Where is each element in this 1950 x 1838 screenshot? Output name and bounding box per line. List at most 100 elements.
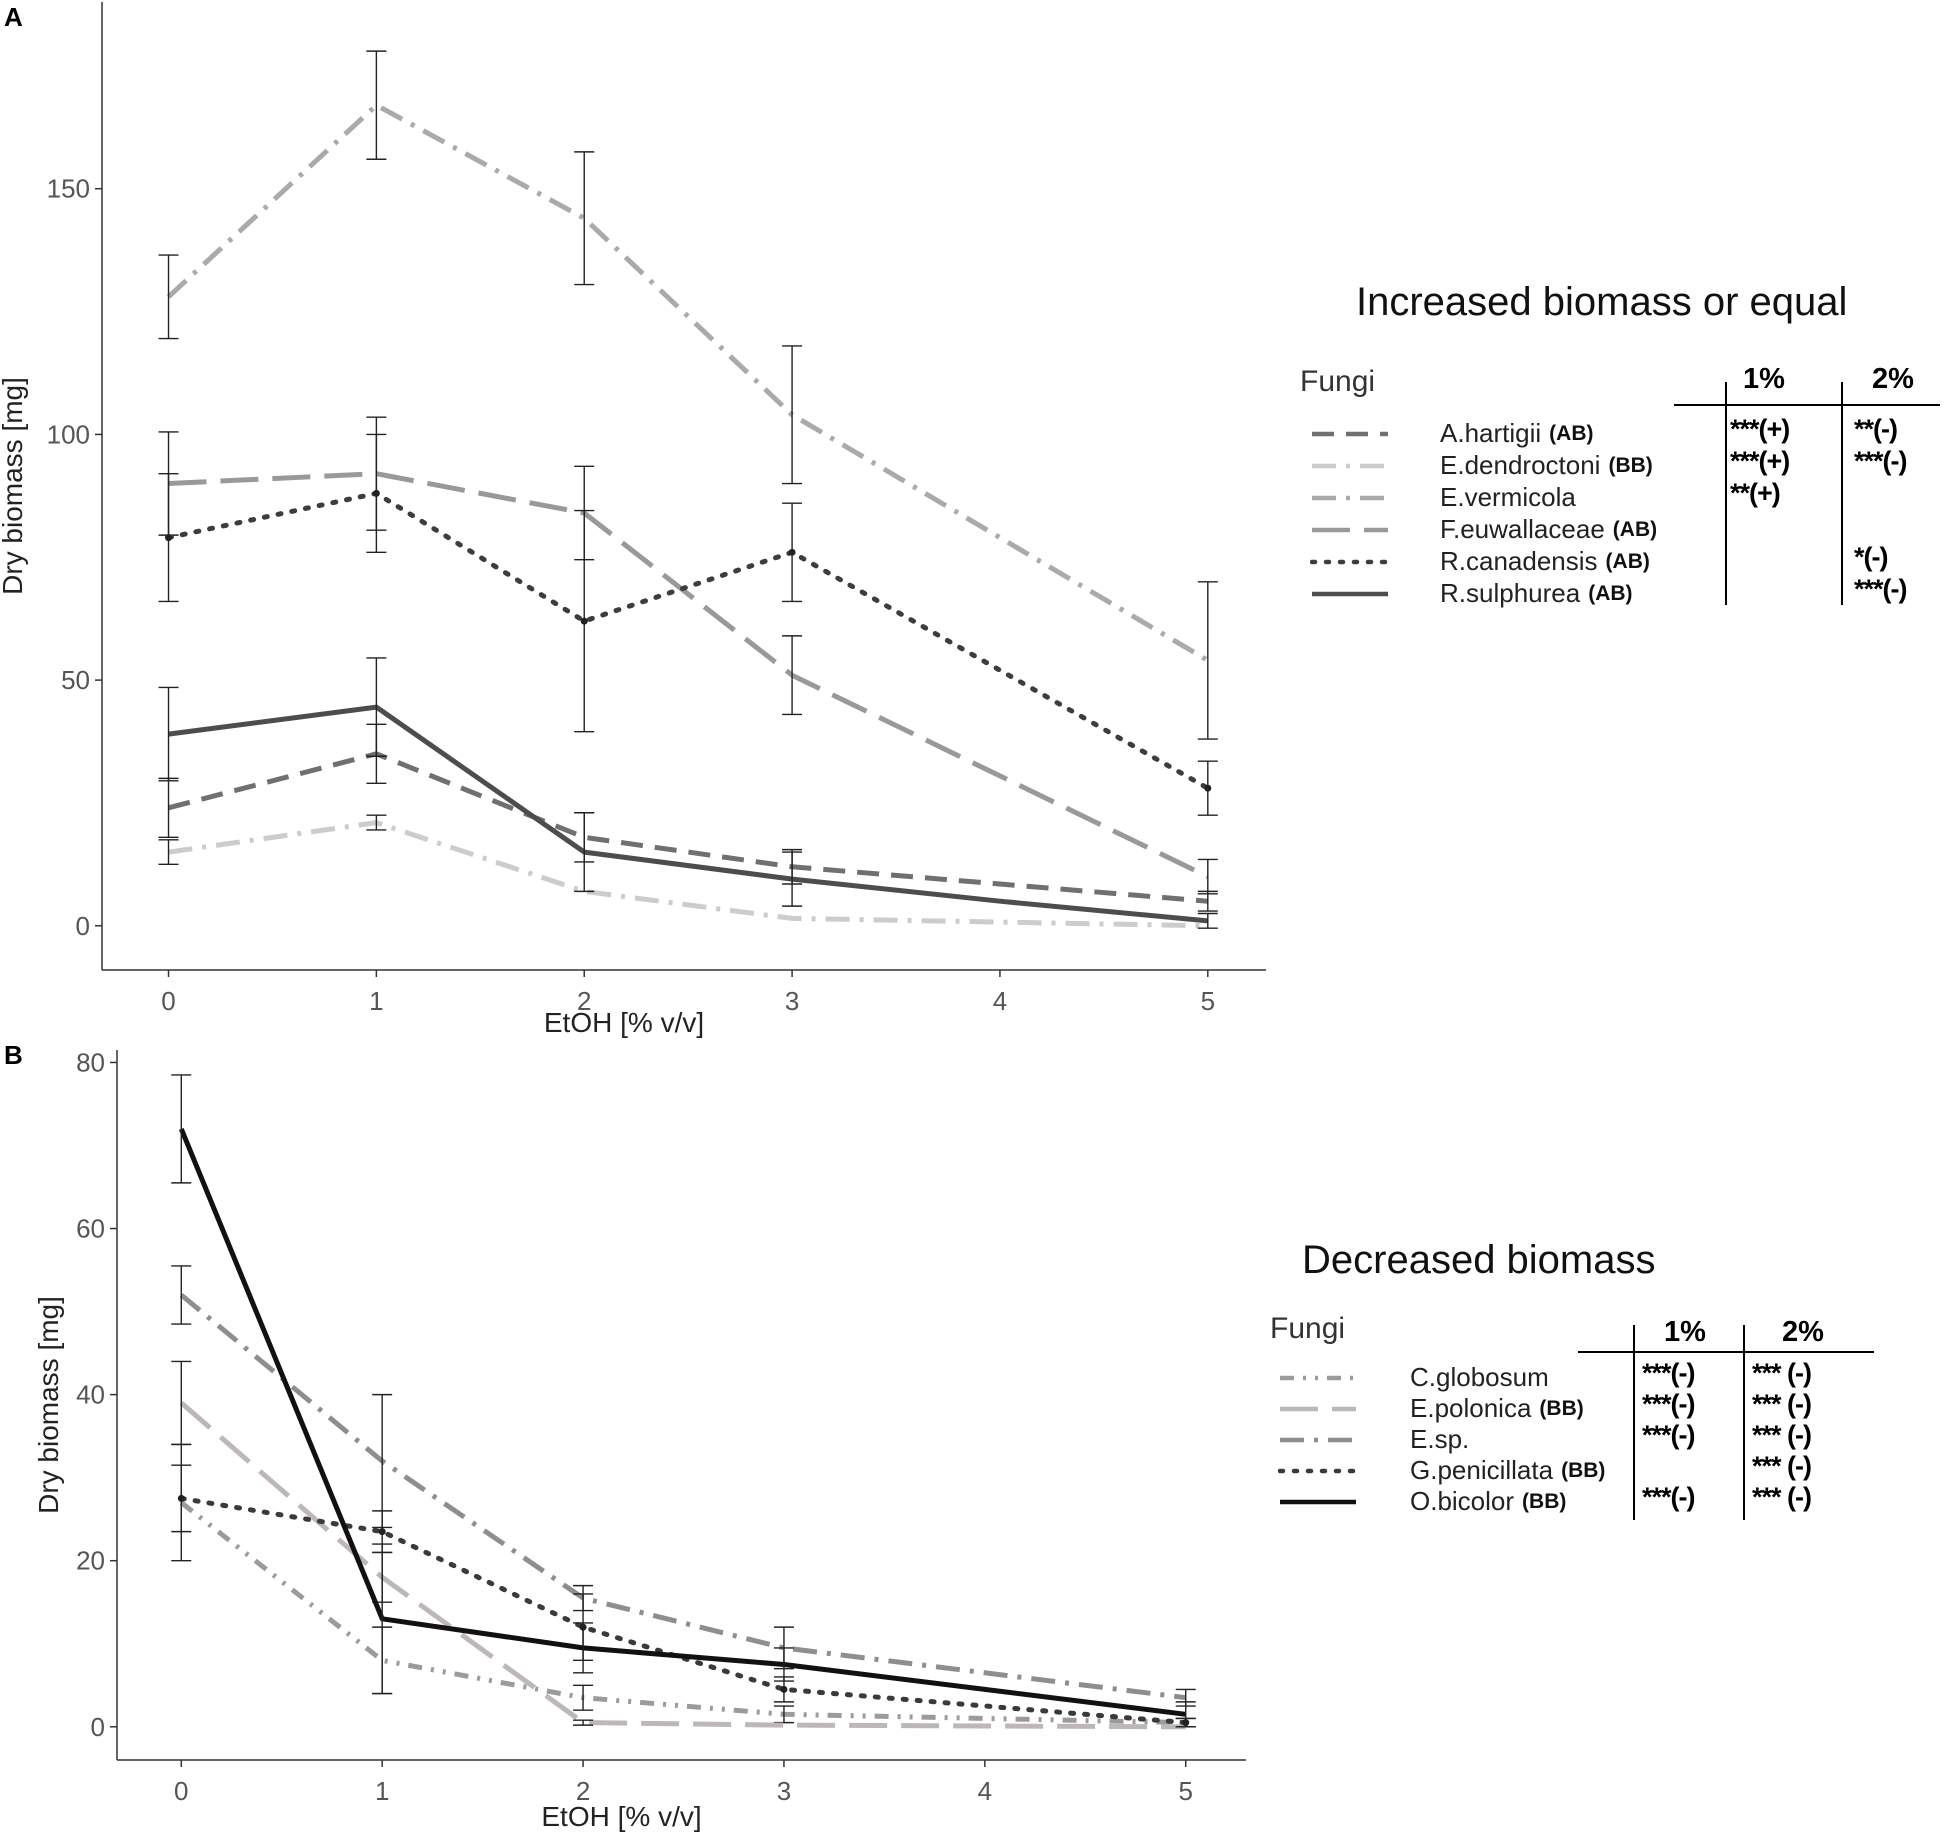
x-tick-label: 5 <box>1178 1776 1192 1806</box>
legend-swatch <box>1280 1375 1356 1380</box>
legend-label: R.sulphurea <box>1440 578 1581 608</box>
series-line <box>168 471 1209 879</box>
data-point <box>780 1685 788 1693</box>
legend-label: G.penicillata <box>1410 1455 1554 1485</box>
legend-item-r-canadensis: R.canadensis (AB) <box>1310 546 1650 577</box>
legend-swatch <box>1280 1437 1356 1442</box>
y-tick-label: 100 <box>47 419 90 449</box>
y-tick-label: 50 <box>61 665 90 695</box>
legend-item-c-globosum: C.globosum <box>1278 1362 1549 1393</box>
x-tick-label: 3 <box>777 1776 791 1806</box>
series-c-globosum <box>171 1443 1196 1728</box>
y-tick-label: 0 <box>91 1712 105 1742</box>
legend-sig-2pct: **(-) <box>1854 414 1898 444</box>
legend-sig-1pct: ***(-) <box>1642 1358 1695 1388</box>
legend-sig-2pct: ***(-) <box>1854 446 1907 476</box>
data-point <box>165 534 173 542</box>
data-point <box>580 617 588 625</box>
legend-swatch <box>1310 559 1390 564</box>
legend-col1-a: 1% <box>1743 363 1785 395</box>
series-a-hartigii <box>158 723 1218 912</box>
legend-sig-1pct: ***(-) <box>1642 1482 1695 1512</box>
legend-sig-2pct: ***(-) <box>1854 574 1907 604</box>
y-axis-label: Dry biomass [mg] <box>33 1296 64 1514</box>
series-line <box>167 751 1209 904</box>
series-g-penicillata <box>171 1464 1196 1728</box>
x-tick-label: 1 <box>369 986 383 1016</box>
x-tick-label: 3 <box>785 986 799 1016</box>
legend-sig-1pct: ***(-) <box>1642 1389 1695 1419</box>
data-point <box>378 1528 386 1536</box>
y-tick-label: 40 <box>76 1380 105 1410</box>
legend-tag: (BB) <box>1522 1489 1567 1513</box>
chart-a: 0 50 100 150 0 1 2 3 4 5 EtOH [% v/v] Dry biomass [… <box>0 2 1266 1038</box>
legend-sig-2pct: *** (-) <box>1752 1451 1812 1481</box>
y-tick-label: 60 <box>76 1214 105 1244</box>
legend-sig-2pct: *** (-) <box>1752 1358 1812 1388</box>
y-tick-label: 150 <box>47 174 90 204</box>
x-tick-label: 0 <box>161 986 175 1016</box>
series-line <box>178 1127 1187 1717</box>
legend-sig-2pct: *** (-) <box>1752 1389 1812 1419</box>
legend-label: E.vermicola <box>1440 482 1576 512</box>
legend-sig-1pct: ***(+) <box>1730 446 1790 476</box>
legend-swatch <box>1278 1468 1358 1473</box>
x-tick-label: 4 <box>978 1776 992 1806</box>
legend-item-e-dendroctoni: E.dendroctoni (BB) <box>1310 450 1653 481</box>
legend-table-lines-b <box>1578 1325 1874 1520</box>
legend-item-g-penicillata: G.penicillata (BB) <box>1278 1455 1605 1486</box>
data-point <box>177 1494 185 1502</box>
data-point <box>788 548 796 556</box>
series-line <box>178 1495 1189 1726</box>
legend-item-f-euwallaceae: F.euwallaceae (AB) <box>1310 514 1657 545</box>
series-r-sulphurea <box>158 657 1218 929</box>
series-line <box>166 102 1210 663</box>
legend-label: R.canadensis <box>1440 546 1598 576</box>
legend-heading-b: Fungi <box>1270 1312 1346 1345</box>
legend-label: C.globosum <box>1410 1362 1549 1392</box>
data-point <box>1204 784 1212 792</box>
legend-col1-b: 1% <box>1664 1316 1706 1348</box>
legend-table-lines-a <box>1674 382 1940 605</box>
legend-tag: (BB) <box>1561 1458 1606 1482</box>
legend-item-e-vermicola: E.vermicola <box>1310 482 1576 513</box>
y-tick-label: 80 <box>76 1047 105 1077</box>
legend-sig-2pct: *** (-) <box>1752 1420 1812 1450</box>
legend-swatch <box>1280 1406 1356 1411</box>
series-e-polonica <box>171 1360 1186 1730</box>
legend-heading-a: Fungi <box>1300 365 1376 398</box>
series-e-vermicola <box>158 50 1218 740</box>
legend-item-e-sp: E.sp. <box>1278 1424 1469 1455</box>
legend-tag: (AB) <box>1612 517 1658 541</box>
y-tick-label: 20 <box>76 1546 105 1576</box>
legend-swatch <box>1312 463 1388 468</box>
chart-b: 0 20 40 60 80 0 1 2 3 4 5 EtOH [% v/v] Dry biomass [… <box>33 1047 1246 1832</box>
legend-col2-b: 2% <box>1782 1316 1824 1348</box>
series-e-sp <box>171 1265 1196 1707</box>
y-axis-label: Dry biomass [mg] <box>0 377 28 595</box>
x-tick-label: 0 <box>174 1776 188 1806</box>
legend-item-r-sulphurea: R.sulphurea (AB) <box>1310 578 1633 609</box>
legend-swatch <box>1312 527 1388 532</box>
series-r-canadensis <box>158 433 1218 816</box>
series-line <box>168 704 1209 924</box>
legend-title-a: Increased biomass or equal <box>1356 280 1848 324</box>
legend-tag: (AB) <box>1588 581 1633 605</box>
series-e-dendroctoni <box>158 814 1208 929</box>
series-line <box>179 1401 1186 1730</box>
x-axis-label: EtOH [% v/v] <box>541 1801 701 1832</box>
legend-tag: (BB) <box>1608 453 1653 477</box>
x-tick-label: 2 <box>576 1776 590 1806</box>
legend-swatch <box>1312 431 1388 436</box>
legend-sig-2pct: *** (-) <box>1752 1482 1812 1512</box>
legend-sig-2pct: *(-) <box>1854 542 1888 572</box>
legend-tag: (AB) <box>1549 421 1594 445</box>
legend-label: E.sp. <box>1410 1424 1470 1454</box>
y-tick-label: 0 <box>76 911 90 941</box>
legend-col2-a: 2% <box>1872 363 1914 395</box>
x-axis-label: EtOH [% v/v] <box>544 1007 704 1038</box>
legend-tag: (AB) <box>1605 549 1650 573</box>
panel-label-b: B <box>4 1040 23 1070</box>
x-tick-label: 4 <box>993 986 1007 1016</box>
legend-swatch <box>1280 1499 1356 1504</box>
